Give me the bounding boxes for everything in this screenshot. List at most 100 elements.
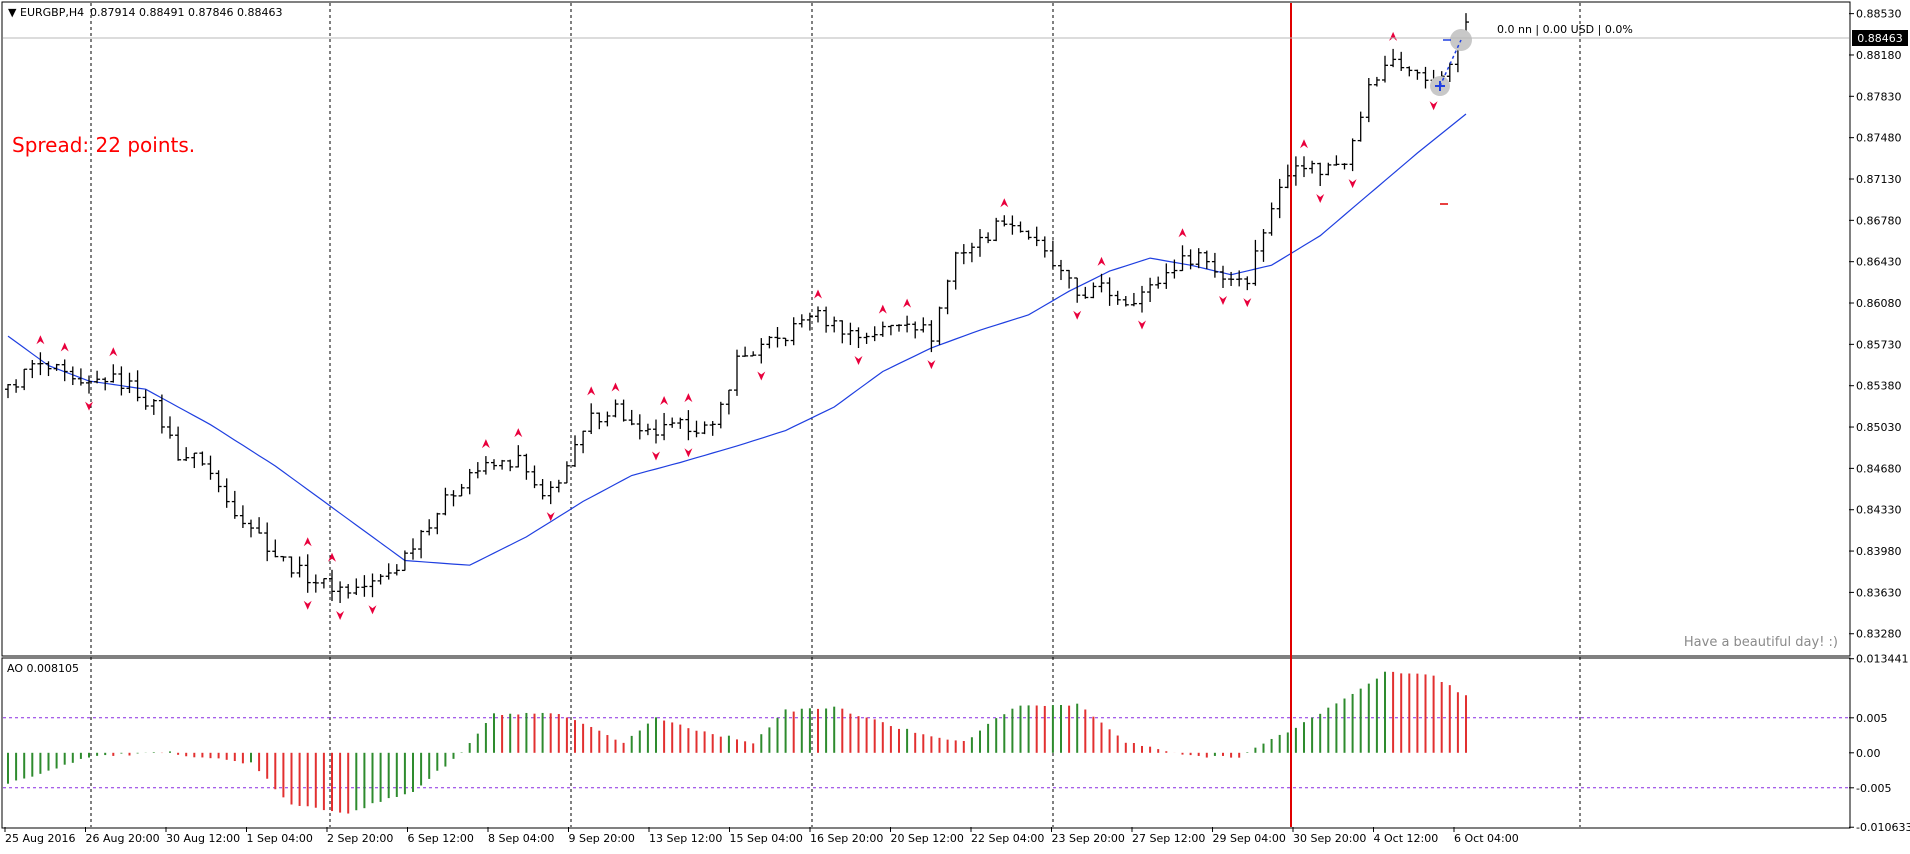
price-bar [1041,236,1048,258]
ao-tick-label: 0.00 [1856,747,1881,760]
fractal-down-arrow [85,401,93,411]
time-tick-label: 2 Sep 20:00 [327,832,393,845]
price-bar [474,462,481,479]
price-bar [385,563,392,580]
fractal-down-arrow [652,451,660,461]
fractal-arrows [36,31,1438,621]
price-bar [879,321,886,337]
symbol-label: EURGBP,H4 [20,6,84,19]
time-tick-label: 13 Sep 12:00 [649,832,722,845]
price-tick-label: 0.85380 [1856,380,1902,393]
ao-tick-label: -0.005 [1856,782,1891,795]
fractal-up-arrow [1300,139,1308,149]
price-bar [1236,270,1243,287]
price-bar [815,306,821,323]
price-bar [709,421,716,436]
time-tick-label: 6 Oct 04:00 [1454,832,1519,845]
fractal-down-arrow [757,371,766,381]
price-bar [758,338,765,364]
price-bar [329,569,335,602]
fractal-up-arrow [1178,228,1187,238]
price-bar [142,389,149,410]
price-bar [1082,286,1089,299]
time-tick-label: 15 Sep 04:00 [730,832,803,845]
fractal-down-arrow [1429,101,1438,111]
price-tick-label: 0.84330 [1856,504,1902,517]
price-bar [361,575,368,597]
price-bar [742,346,749,357]
price-bar [45,361,52,377]
price-bar [256,517,263,534]
price-bar [855,327,862,348]
price-bar [871,326,878,342]
price-bar [555,479,562,493]
price-tick-label: 0.85730 [1856,338,1902,351]
price-bar [644,423,651,436]
price-bar [1009,215,1016,235]
fractal-up-arrow [328,552,336,562]
time-tick-label: 20 Sep 12:00 [891,832,964,845]
price-bar [450,490,457,507]
time-tick-label: 8 Sep 04:00 [488,832,554,845]
price-bar [798,314,805,328]
price-tick-label: 0.84680 [1856,462,1902,475]
price-bar [685,410,692,441]
price-bar [126,372,133,394]
time-tick-label: 23 Sep 20:00 [1052,832,1125,845]
ao-axis[interactable]: 0.013441 0.005 0.00 -0.005 -0.010633 [1849,653,1910,835]
price-bar [345,584,352,599]
fractal-up-arrow [1097,256,1106,266]
price-bar [134,370,141,402]
ao-tick-label: 0.013441 [1856,653,1909,666]
price-bar [304,554,311,593]
price-bar [766,335,773,349]
time-tick-label: 9 Sep 20:00 [569,832,635,845]
price-bar [1382,55,1388,83]
price-bar [158,394,165,434]
price-pane[interactable] [1,1,1851,657]
price-bar [1398,51,1405,71]
price-bar [1390,48,1397,68]
indicator-pane[interactable] [1,657,1851,829]
price-bar [936,306,943,345]
price-bar [231,490,238,519]
time-tick-label: 25 Aug 2016 [5,832,75,845]
price-tick-label: 0.87830 [1856,90,1902,103]
time-tick-label: 27 Sep 12:00 [1132,832,1205,845]
time-axis[interactable]: 25 Aug 2016 26 Aug 20:00 30 Aug 12:00 1 Sep… [4,827,1519,845]
ao-level-lines [3,717,1849,789]
price-bar [377,574,384,585]
price-bar [580,430,587,454]
dropdown-triangle-icon[interactable]: ▼ [8,6,17,19]
fractal-up-arrow [303,537,312,547]
fractal-up-arrow [814,289,822,299]
price-bar [1220,265,1226,288]
price-bar [928,320,935,353]
greeting-text: Have a beautiful day! :) [1684,635,1838,650]
price-bar [410,538,416,560]
price-bar [985,232,992,244]
price-bar [790,317,797,346]
price-bar [1179,245,1186,272]
price-bar [1373,76,1380,87]
price-bar [491,459,497,470]
price-bar [806,312,813,331]
price-bar [863,332,870,344]
price-bar [442,487,449,516]
price-bar [369,573,376,598]
fractal-down-arrow [684,448,693,458]
fractal-up-arrow [587,386,596,396]
price-bar [337,581,344,604]
price-bar [1365,78,1372,123]
price-bar [620,399,627,422]
price-bar [1122,296,1129,307]
price-axis[interactable]: 0.88530 0.88180 0.87830 0.87480 0.87130 0.867… [1849,8,1902,641]
price-bar [515,445,522,468]
price-bar [847,322,854,346]
price-bar [628,409,635,426]
price-tick-label: 0.87480 [1856,132,1902,145]
fractal-up-arrow [481,439,490,449]
price-bar [1074,277,1081,303]
price-bar [312,574,319,593]
